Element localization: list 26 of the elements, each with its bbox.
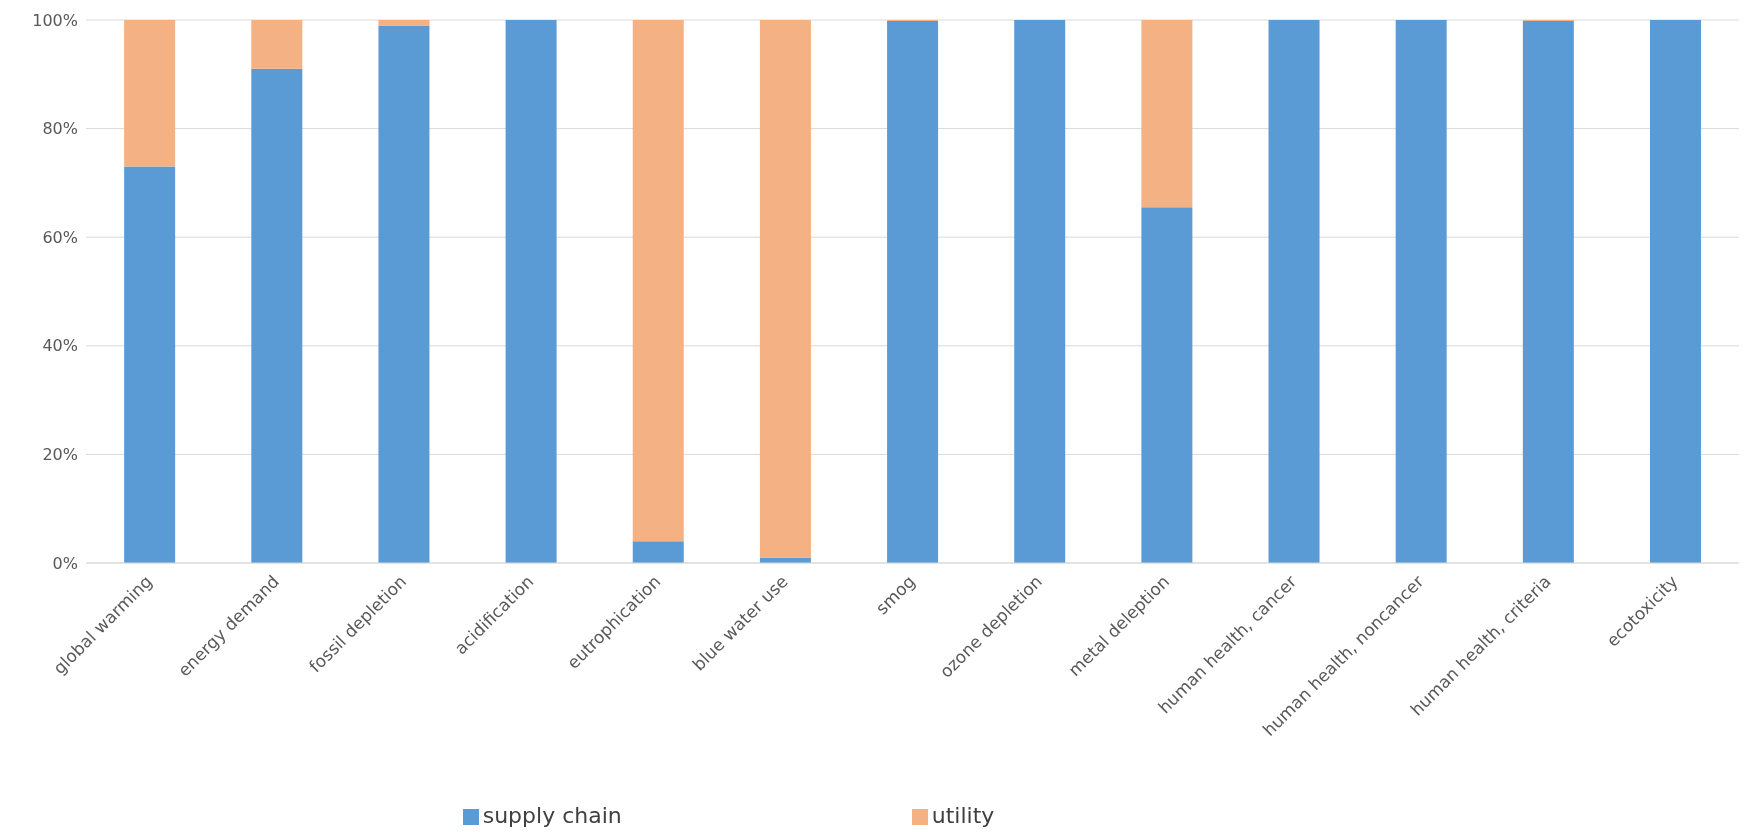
bar <box>505 20 557 563</box>
bar <box>124 166 176 563</box>
bar <box>1268 20 1320 563</box>
bar <box>1395 20 1447 563</box>
y-tick-label: 100% <box>32 10 78 30</box>
legend-label: utility <box>931 803 995 828</box>
bar <box>632 20 684 542</box>
bar <box>759 20 811 558</box>
bar <box>1141 20 1193 208</box>
bar <box>887 21 939 563</box>
y-tick-label: 20% <box>42 445 78 465</box>
legend-label: supply chain <box>482 803 622 828</box>
bar <box>378 20 430 26</box>
y-tick-label: 0% <box>52 553 78 573</box>
bar <box>251 68 303 563</box>
bar <box>632 541 684 563</box>
y-tick-label: 40% <box>42 336 78 356</box>
bar <box>124 20 176 167</box>
bar <box>251 20 303 69</box>
bar <box>1522 21 1574 563</box>
bar <box>1141 207 1193 563</box>
y-tick-label: 80% <box>42 119 78 139</box>
y-tick-label: 60% <box>42 227 78 247</box>
bar <box>1649 20 1701 563</box>
bar <box>378 25 430 563</box>
bar <box>1014 20 1066 563</box>
